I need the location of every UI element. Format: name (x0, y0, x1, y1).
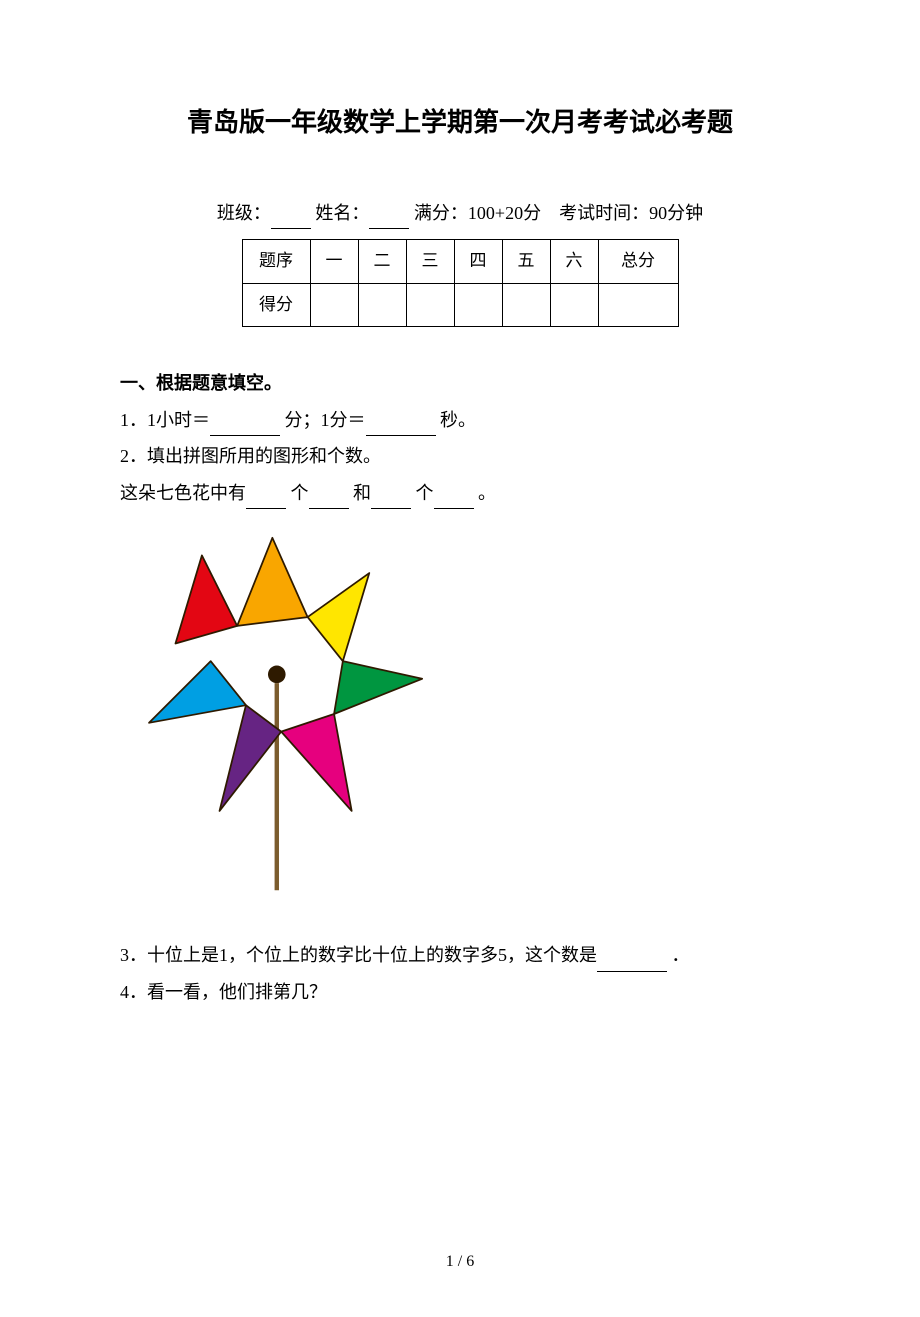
cell-s3 (406, 283, 454, 327)
q1-blank1 (210, 415, 280, 437)
question-2-line2: 这朵七色花中有 个 和 个 。 (120, 477, 800, 509)
cell-col3: 三 (406, 240, 454, 284)
cell-s6 (550, 283, 598, 327)
q2l2-a: 这朵七色花中有 (120, 483, 246, 503)
class-label: 班级： (217, 203, 271, 223)
q3-text-a: 3．十位上是1，个位上的数字比十位上的数字多5，这个数是 (120, 945, 597, 965)
question-1: 1．1小时＝ 分；1分＝ 秒。 (120, 404, 800, 436)
cell-col4: 四 (454, 240, 502, 284)
q2-blank4 (434, 487, 474, 509)
cell-col2: 二 (358, 240, 406, 284)
cell-tixu: 题序 (242, 240, 310, 284)
cell-defen: 得分 (242, 283, 310, 327)
time-label: 考试时间： (559, 203, 649, 223)
cell-col1: 一 (310, 240, 358, 284)
question-4: 4．看一看，他们排第几？ (120, 976, 800, 1008)
section1-heading: 一、根据题意填空。 (120, 367, 800, 399)
q2-blank3 (371, 487, 411, 509)
name-label: 姓名： (315, 203, 369, 223)
exam-info-line: 班级： 姓名： 满分：100+20分 考试时间：90分钟 (120, 197, 800, 229)
q2l2-e: 。 (478, 483, 496, 503)
cell-col6: 六 (550, 240, 598, 284)
class-blank (271, 208, 311, 230)
page-number: 1 / 6 (120, 1248, 800, 1277)
pinwheel-figure (140, 529, 800, 909)
time-value: 90分钟 (649, 203, 703, 223)
q2l2-c: 和 (353, 483, 371, 503)
q1-text-a: 1．1小时＝ (120, 410, 210, 430)
full-label: 满分： (414, 203, 468, 223)
q3-blank (597, 950, 667, 972)
q1-blank2 (366, 415, 436, 437)
name-blank (369, 208, 409, 230)
score-table-score-row: 得分 (242, 283, 678, 327)
cell-s1 (310, 283, 358, 327)
score-table: 题序 一 二 三 四 五 六 总分 得分 (242, 239, 679, 327)
q3-text-b: ． (672, 945, 690, 965)
question-2: 2．填出拼图所用的图形和个数。 (120, 440, 800, 472)
full-value: 100+20分 (468, 203, 541, 223)
cell-col5: 五 (502, 240, 550, 284)
cell-s4 (454, 283, 502, 327)
score-table-header-row: 题序 一 二 三 四 五 六 总分 (242, 240, 678, 284)
q2l2-b: 个 (291, 483, 309, 503)
q1-text-b: 分；1分＝ (285, 410, 366, 430)
q2-blank1 (246, 487, 286, 509)
pinwheel-svg (140, 529, 440, 899)
cell-stotal (598, 283, 678, 327)
cell-s2 (358, 283, 406, 327)
cell-total: 总分 (598, 240, 678, 284)
q2-blank2 (309, 487, 349, 509)
q2l2-d: 个 (416, 483, 434, 503)
page-title: 青岛版一年级数学上学期第一次月考考试必考题 (120, 100, 800, 147)
q1-text-c: 秒。 (440, 410, 476, 430)
question-3: 3．十位上是1，个位上的数字比十位上的数字多5，这个数是 ． (120, 939, 800, 971)
cell-s5 (502, 283, 550, 327)
